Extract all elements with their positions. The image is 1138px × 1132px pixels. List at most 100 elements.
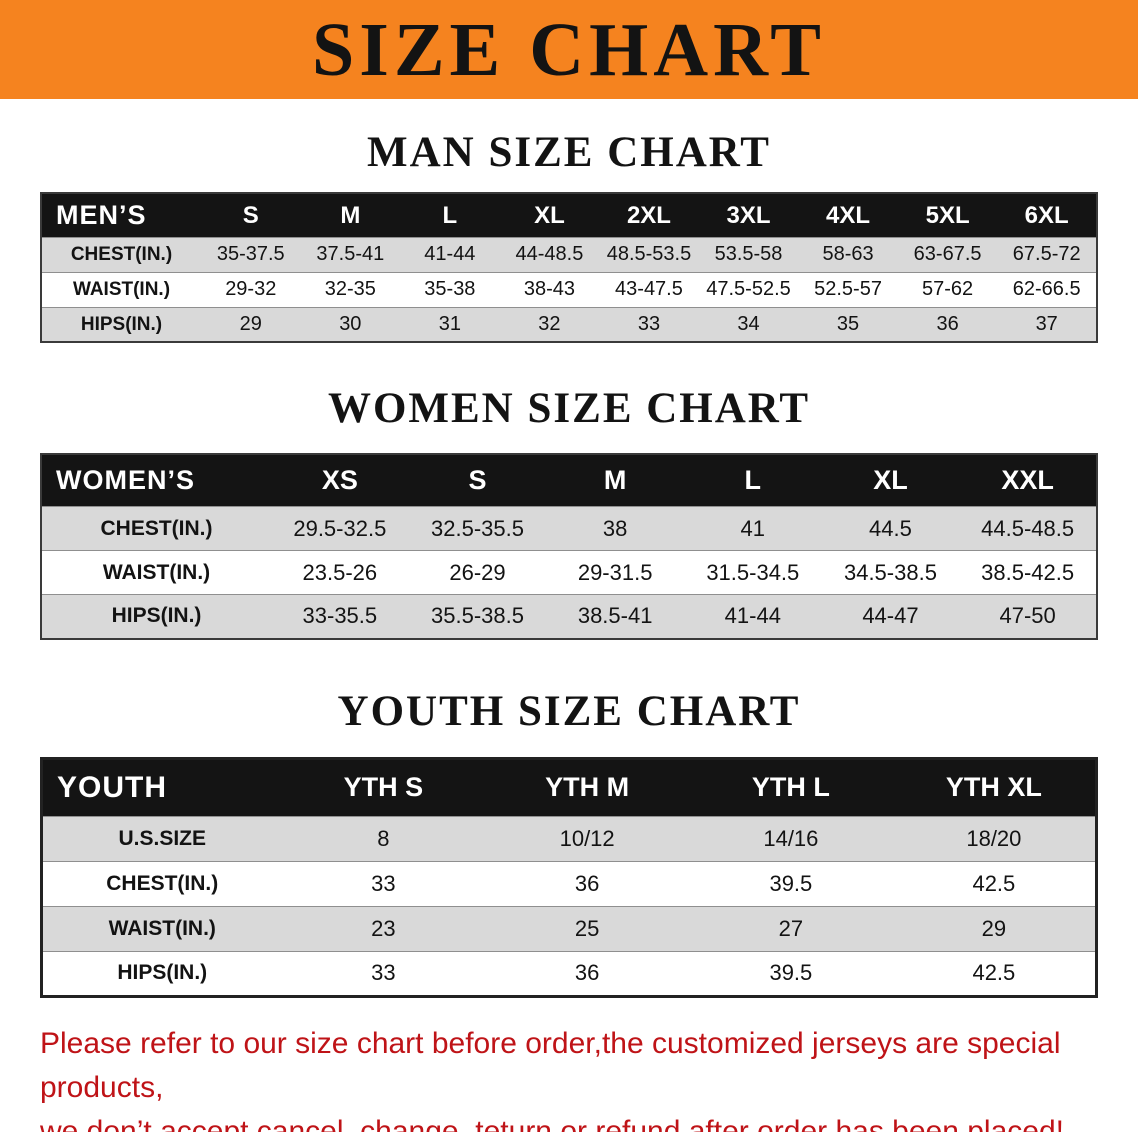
youth-table-header-row: YOUTH YTH S YTH M YTH L YTH XL (41, 758, 1097, 817)
size-value-cell: 35-37.5 (216, 243, 285, 266)
size-column-header: S (242, 201, 259, 229)
size-column-header: YTH S (343, 772, 424, 803)
table-row: CHEST(IN.) 35-37.5 37.5-41 41-44 44-48.5… (41, 237, 1097, 273)
table-row: WAIST(IN.) 23 25 27 29 (41, 906, 1097, 952)
size-value-cell: 29.5-32.5 (293, 515, 387, 541)
size-value-cell: 23 (371, 915, 396, 941)
size-value-cell: 33 (371, 960, 396, 986)
size-value-cell: 33 (371, 870, 396, 896)
table-row: WAIST(IN.) 23.5-26 26-29 29-31.5 31.5-34… (41, 550, 1097, 595)
size-value-cell: 32-35 (324, 278, 376, 301)
size-value-cell: 33 (637, 313, 661, 336)
size-value-cell: 27 (778, 915, 804, 941)
size-value-cell: 29-32 (225, 278, 277, 301)
men-size-table: MEN’S S M L XL 2XL 3XL 4XL 5XL 6XL CHEST… (40, 192, 1098, 344)
youth-size-table: YOUTH YTH S YTH M YTH L YTH XL U.S.SIZE … (40, 756, 1098, 998)
size-value-cell: 41-44 (724, 603, 781, 629)
size-value-cell: 47.5-52.5 (706, 278, 791, 301)
row-label-cell: U.S.SIZE (118, 826, 207, 850)
size-column-header: L (744, 464, 762, 495)
size-value-cell: 14/16 (763, 825, 819, 851)
size-value-cell: 44.5 (869, 515, 912, 541)
size-value-cell: 39.5 (769, 960, 813, 986)
disclaimer-line-2: we don’t accept cancel, change, teturn o… (40, 1114, 1064, 1132)
size-value-cell: 67.5-72 (1012, 243, 1081, 266)
table-row: HIPS(IN.) 29 30 31 32 33 34 35 36 37 (41, 307, 1097, 343)
size-value-cell: 48.5-53.5 (606, 243, 692, 266)
size-value-cell: 23.5-26 (302, 559, 378, 585)
size-value-cell: 26-29 (449, 559, 506, 585)
size-value-cell: 35-38 (424, 278, 476, 301)
size-value-cell: 36 (574, 870, 600, 896)
table-row: CHEST(IN.) 33 36 39.5 42.5 (41, 861, 1097, 907)
women-table-header-row: WOMEN’S XS S M L XL XXL (41, 453, 1097, 507)
size-value-cell: 62-66.5 (1012, 278, 1081, 301)
size-value-cell: 36 (936, 313, 959, 336)
title-banner: SIZE CHART (0, 0, 1138, 99)
row-label-cell: WAIST(IN.) (108, 916, 216, 940)
size-value-cell: 38.5-42.5 (981, 559, 1075, 585)
men-section: MAN SIZE CHART MEN’S S M L XL 2XL 3XL 4X… (0, 129, 1138, 344)
size-value-cell: 31 (438, 313, 461, 336)
women-size-table: WOMEN’S XS S M L XL XXL CHEST(IN.) 29.5-… (40, 452, 1098, 640)
men-section-heading: MAN SIZE CHART (367, 129, 771, 176)
youth-section-heading: YOUTH SIZE CHART (337, 687, 801, 735)
size-value-cell: 63-67.5 (913, 243, 982, 266)
size-value-cell: 35 (836, 313, 860, 336)
size-value-cell: 44-47 (862, 603, 919, 629)
size-column-header: M (340, 201, 361, 229)
size-value-cell: 8 (377, 825, 390, 851)
size-column-header: XXL (1001, 464, 1054, 495)
size-column-header: 2XL (626, 201, 671, 229)
size-value-cell: 53.5-58 (714, 243, 783, 266)
women-table-name: WOMEN’S (56, 464, 195, 495)
row-label-cell: HIPS(IN.) (111, 604, 202, 628)
size-value-cell: 41-44 (424, 243, 476, 266)
size-column-header: M (603, 464, 627, 495)
size-value-cell: 39.5 (769, 870, 813, 896)
size-value-cell: 37.5-41 (316, 243, 385, 266)
size-value-cell: 29 (981, 915, 1007, 941)
row-label-cell: CHEST(IN.) (70, 243, 173, 265)
women-section: WOMEN SIZE CHART WOMEN’S XS S M L XL XXL (0, 385, 1138, 640)
size-value-cell: 29 (239, 313, 262, 336)
size-value-cell: 57-62 (922, 278, 974, 301)
row-label-cell: WAIST(IN.) (72, 278, 171, 300)
size-value-cell: 44.5-48.5 (981, 515, 1075, 541)
size-column-header: 6XL (1024, 201, 1069, 229)
size-value-cell: 38.5-41 (577, 603, 653, 629)
table-row: WAIST(IN.) 29-32 32-35 35-38 38-43 43-47… (41, 272, 1097, 308)
size-value-cell: 32.5-35.5 (431, 515, 524, 541)
size-column-header: 5XL (925, 201, 970, 229)
size-value-cell: 41 (740, 515, 766, 541)
size-column-header: L (442, 201, 458, 229)
size-value-cell: 31.5-34.5 (706, 559, 800, 585)
men-table-name: MEN’S (56, 200, 147, 231)
size-value-cell: 38 (602, 515, 628, 541)
size-value-cell: 25 (574, 915, 600, 941)
women-section-heading: WOMEN SIZE CHART (327, 385, 811, 433)
size-column-header: XL (873, 464, 908, 495)
size-value-cell: 43-47.5 (615, 278, 683, 301)
disclaimer-note: Please refer to our size chart before or… (40, 1022, 1138, 1132)
row-label-cell: HIPS(IN.) (80, 313, 163, 335)
size-value-cell: 37 (1035, 313, 1058, 336)
row-label-cell: CHEST(IN.) (106, 871, 219, 895)
size-value-cell: 32 (538, 313, 561, 336)
size-column-header: S (468, 464, 487, 495)
size-value-cell: 42.5 (972, 870, 1016, 896)
size-value-cell: 47-50 (999, 603, 1056, 629)
size-value-cell: 29-31.5 (577, 559, 653, 585)
size-value-cell: 35.5-38.5 (431, 603, 524, 629)
size-value-cell: 34 (737, 313, 760, 336)
size-value-cell: 36 (574, 960, 600, 986)
page-title: SIZE CHART (311, 7, 826, 92)
size-value-cell: 44-48.5 (515, 243, 584, 266)
table-row: CHEST(IN.) 29.5-32.5 32.5-35.5 38 41 44.… (41, 506, 1097, 551)
youth-section: YOUTH SIZE CHART YOUTH YTH S YTH M YTH L… (0, 688, 1138, 998)
size-column-header: XL (534, 201, 565, 229)
row-label-cell: WAIST(IN.) (102, 560, 211, 584)
size-value-cell: 34.5-38.5 (843, 559, 937, 585)
table-row: HIPS(IN.) 33-35.5 35.5-38.5 38.5-41 41-4… (41, 594, 1097, 639)
